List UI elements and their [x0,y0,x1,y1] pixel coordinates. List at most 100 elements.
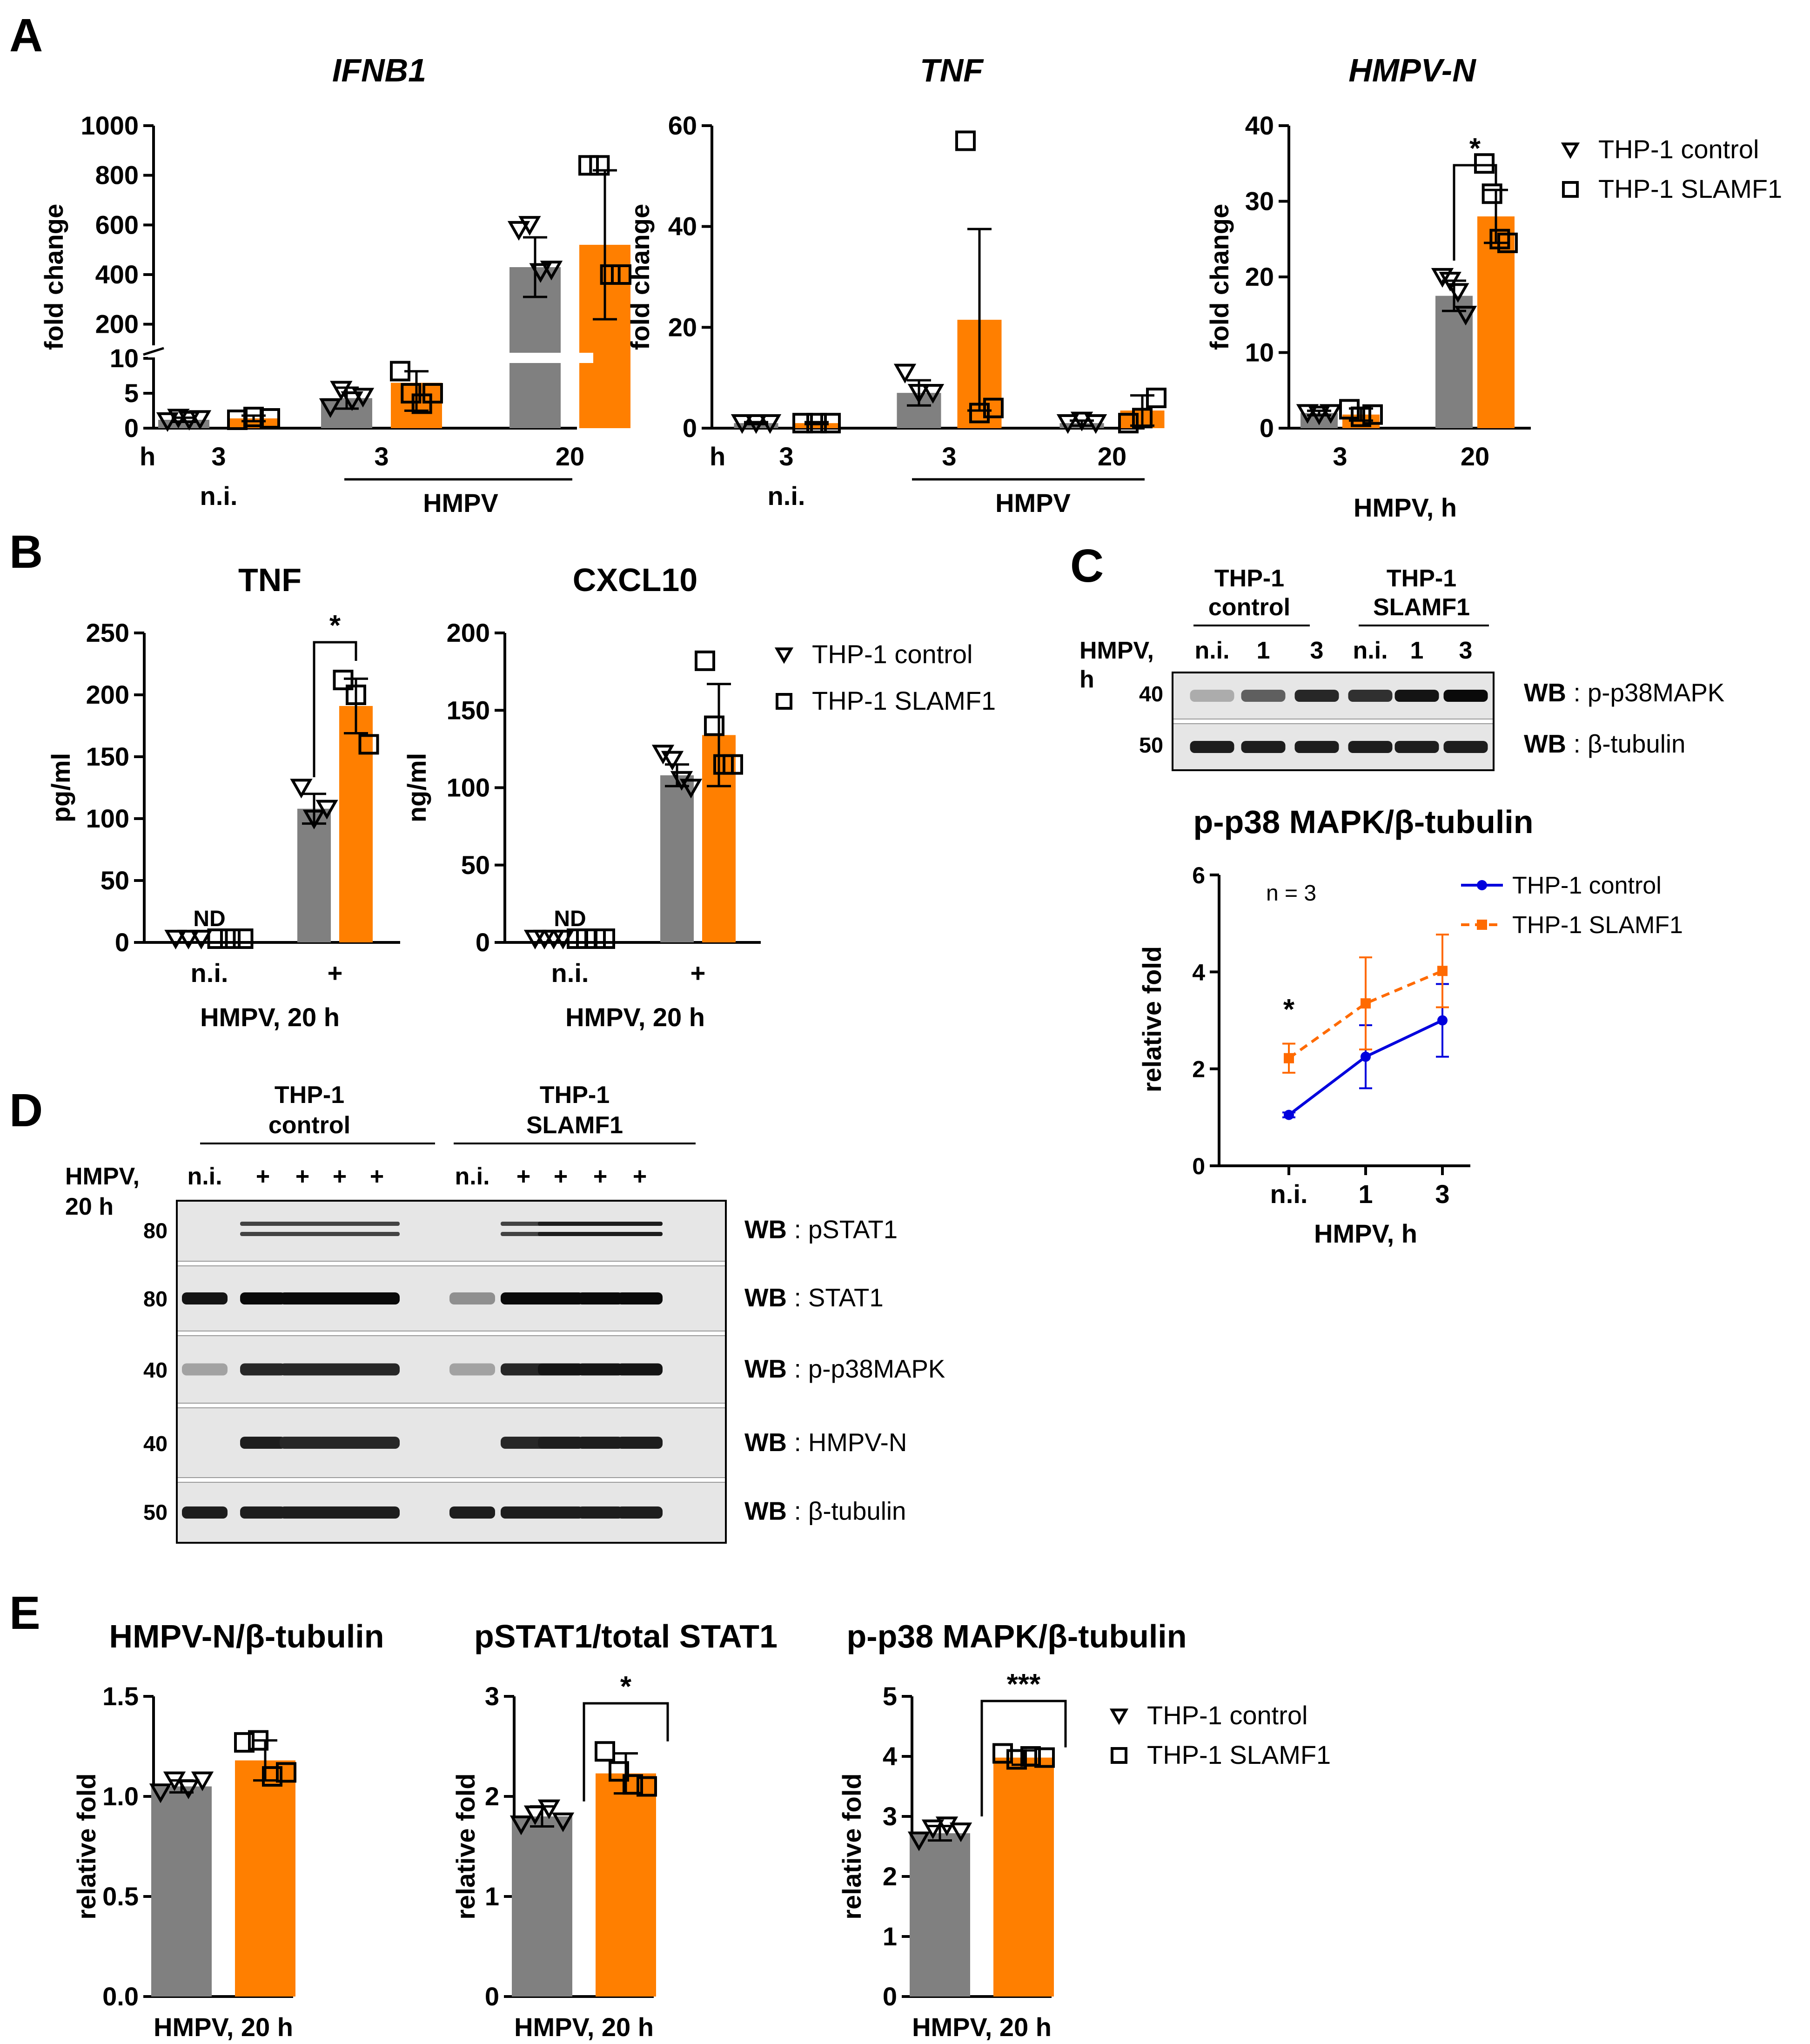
data-point-square [1351,406,1371,427]
data-point-triangle [188,410,212,430]
band [1241,690,1286,702]
band [354,1363,400,1376]
y-tick-label: 200 [447,618,490,647]
significance-bracket [980,1700,1067,1816]
y-tick-label: 150 [447,695,490,725]
y-tick-label: 2 [1192,1056,1205,1083]
data-point-square [595,928,615,949]
data-point-square [1497,232,1518,253]
bar [993,1757,1054,1997]
band [577,1232,623,1236]
data-point-triangle [907,1831,931,1851]
bar [734,423,778,428]
group-label: n.i. [768,481,805,511]
significance-label: * [1283,994,1295,1026]
wb-label: : p-p38MAPK [1574,679,1725,707]
y-tick-label: 10 [110,343,139,373]
lane-label: + [333,1163,347,1190]
band [317,1292,362,1304]
data-point-square [422,383,443,403]
x-tick-label: n.i. [551,958,589,988]
bar [228,418,279,428]
data-point-triangle [507,221,530,241]
band [280,1506,325,1519]
data-point-square [248,1730,268,1751]
data-point-triangle [537,1799,561,1819]
chart-A2: TNF fold change 0 20 40 60 h 3 3 20 n.i. HMPV [625,52,1166,518]
chart-B1: TNF pg/ml 0 50 100 150 200 250 ND n.i. + HMPV, 20 h… [46,562,400,1032]
bar [1435,296,1473,428]
group-label: n.i. [200,481,238,511]
group-label: HMPV [995,488,1071,518]
panel-letter-b: B [9,526,43,578]
wb-prefix: WB [744,1216,787,1244]
y-tick-label: 5 [124,378,139,408]
chart-title: HMPV-N [1348,52,1476,88]
band [1443,690,1488,702]
significance-label: * [1469,133,1481,165]
data-point-square [723,754,743,775]
data-point-triangle [191,1771,214,1791]
chart-A1: IFNB1 fold change 0 5 10 200 400 600 800 1000 h 3 3 2… [39,52,631,518]
y-tick-label: 0 [124,413,139,443]
data-point-square [207,928,228,949]
data-point-square [1482,183,1502,204]
x-tick-label: 20 [556,442,584,471]
band [1394,690,1439,702]
significance-bracket [313,641,357,777]
y-tick-label: 400 [95,260,139,289]
lane-label: 1 [1257,637,1270,664]
y-tick-label: 1000 [80,111,139,140]
y-tick-label: 5 [883,1681,897,1711]
band [538,1222,583,1226]
y-tick-label: 1.0 [102,1782,139,1811]
data-point-square [695,650,715,671]
x-tick-label: 3 [779,442,793,471]
wb-prefix: WB [744,1284,787,1312]
bar [596,1773,656,1997]
nd-label: ND [193,907,225,931]
y-tick-label: 0 [683,413,697,443]
x-tick-label: + [690,958,706,988]
legend-label: THP-1 control [1598,134,1759,164]
data-point-triangle [518,216,541,236]
bar [339,706,373,942]
data-point-triangle [156,412,179,432]
band [354,1437,400,1449]
row-label: h [1079,666,1094,693]
lane-label: 3 [1459,637,1473,664]
data-point [1361,1051,1371,1062]
data-point-square [589,155,610,176]
panel-letter-a: A [9,9,43,61]
y-tick-label: 0.0 [102,1982,139,2011]
data-point-triangle [330,381,353,401]
data-point-square [578,155,599,176]
data-point-square [358,734,379,755]
y-tick-label: 200 [95,309,139,339]
y-tick-label: 50 [101,866,129,895]
y-tick-label: 1 [485,1882,499,1911]
significance-label: *** [1007,1668,1041,1701]
y-tick-label: 200 [86,680,129,709]
wb-prefix: WB [744,1355,787,1383]
band [617,1292,663,1304]
x-axis-label: HMPV, 20 h [154,2012,293,2042]
chart-B2: CXCL10 ng/ml 0 50 100 150 200 ND n.i. + HMPV, 20 h… [402,562,996,1032]
x-tick-label: 1 [1358,1179,1373,1209]
wb-label: : HMPV-N [794,1428,907,1457]
data-point [1284,1109,1294,1120]
data-point-triangle [907,384,931,404]
data-point-triangle [302,809,326,830]
break-mark [143,347,164,356]
data-point-triangle [509,1815,533,1836]
legend-square-marker [776,693,792,710]
group-header: THP-1 [1387,565,1456,592]
data-point-triangle [315,800,338,820]
lane-label: + [516,1163,530,1190]
band [449,1292,495,1304]
lane-label: 1 [1410,637,1424,664]
data-point-square [1474,153,1495,174]
data-point-triangle [190,929,213,950]
band [280,1292,325,1304]
